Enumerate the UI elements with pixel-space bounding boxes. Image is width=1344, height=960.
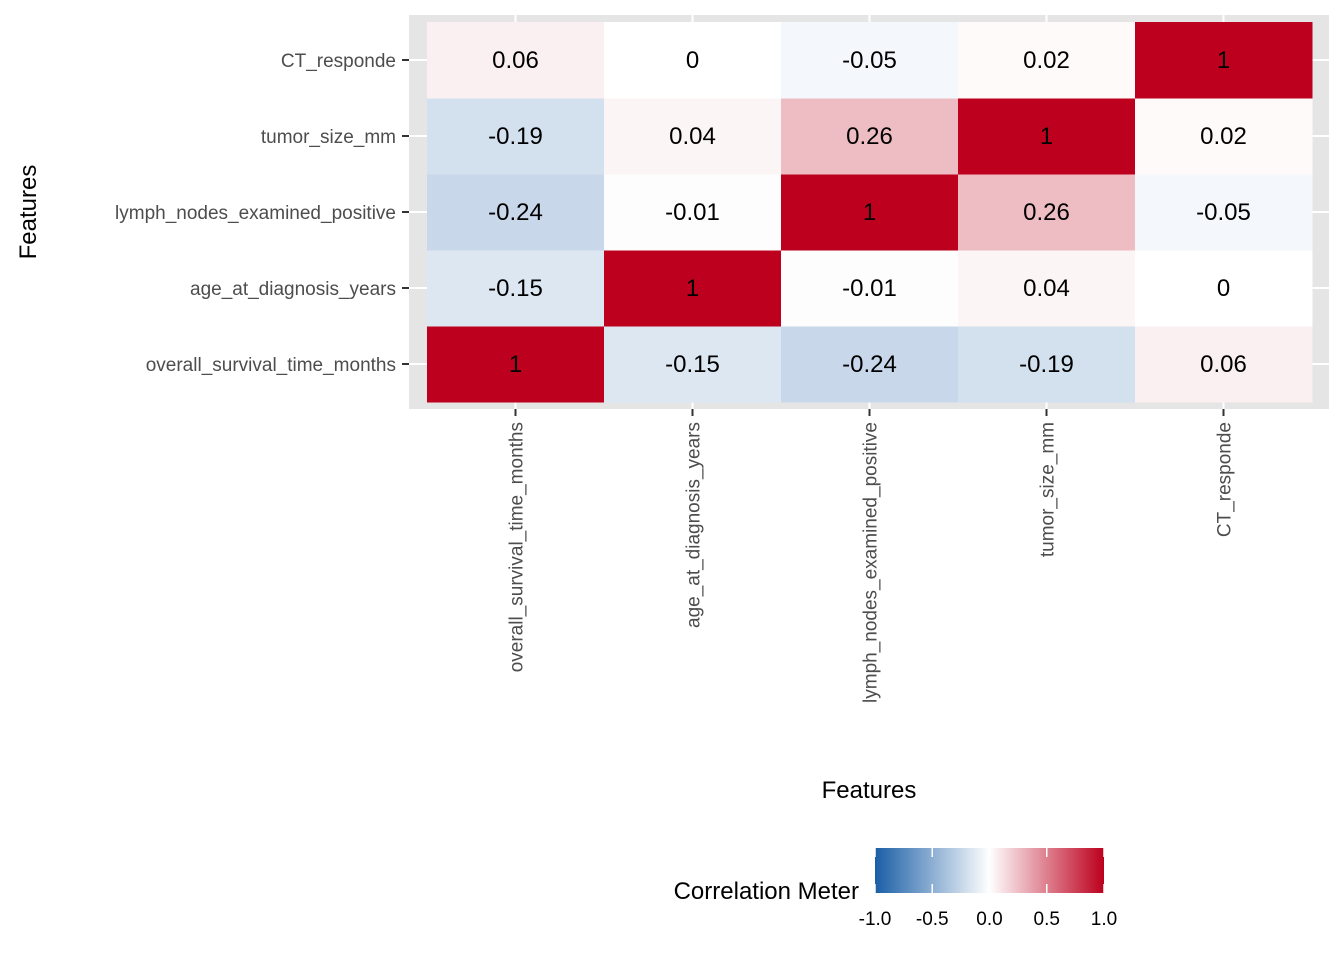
heatmap-cell — [1135, 174, 1313, 251]
cell-value-label: 0.04 — [669, 123, 716, 150]
heatmap-cell — [1135, 326, 1313, 403]
cell-value-label: 0.06 — [1200, 351, 1247, 378]
y-tick-label: CT_responde — [281, 51, 396, 72]
heatmap-cell — [604, 174, 782, 251]
cell-value-label: 0.02 — [1023, 47, 1070, 74]
cell-value-label: 0 — [686, 47, 699, 74]
cell-value-label: -0.05 — [842, 47, 897, 74]
cell-value-label: 0.04 — [1023, 275, 1070, 302]
heatmap-cell — [604, 326, 782, 403]
cell-value-label: 1 — [863, 199, 876, 226]
heatmap-cell — [781, 326, 959, 403]
x-tick-label: lymph_nodes_examined_positive — [861, 422, 882, 703]
heatmap-cell — [427, 174, 605, 251]
y-tick-label: tumor_size_mm — [261, 127, 396, 148]
heatmap-cell — [427, 250, 605, 327]
cell-value-label: -0.19 — [488, 123, 543, 150]
heatmap-cell — [958, 326, 1136, 403]
legend-tick-label: 0.0 — [976, 909, 1002, 930]
heatmap-cell — [781, 22, 959, 99]
x-axis: overall_survival_time_months age_at_diagn… — [507, 409, 1236, 703]
cell-value-label: 1 — [686, 275, 699, 302]
heatmap-cells — [427, 22, 1313, 403]
heatmap-cell — [427, 98, 605, 175]
legend-title: Correlation Meter — [674, 878, 859, 905]
x-tick-label: CT_responde — [1215, 422, 1236, 537]
cell-value-label: -0.15 — [665, 351, 720, 378]
cell-labels: 1 -0.15 -0.24 -0.19 0.06 -0.15 1 -0.01 0.04 0 -0.2… — [488, 47, 1251, 378]
heatmap-cell — [427, 326, 605, 403]
heatmap-cell — [604, 98, 782, 175]
legend: Correlation Meter -1.0 -0.5 0.0 0.5 1.0 — [674, 848, 1117, 930]
y-axis: overall_survival_time_months age_at_diagn… — [115, 51, 409, 376]
y-tick-label: age_at_diagnosis_years — [190, 279, 396, 300]
y-axis-title: Features — [15, 165, 42, 260]
x-axis-title: Features — [822, 777, 917, 804]
heatmap-cell — [958, 250, 1136, 327]
cell-value-label: 1 — [1040, 123, 1053, 150]
heatmap-cell — [781, 250, 959, 327]
x-tick-label: age_at_diagnosis_years — [684, 422, 705, 628]
cell-value-label: 0.02 — [1200, 123, 1247, 150]
heatmap-cell — [958, 22, 1136, 99]
heatmap-cell — [427, 22, 605, 99]
legend-tick-label: -0.5 — [916, 909, 949, 930]
cell-value-label: 1 — [1217, 47, 1230, 74]
cell-value-label: -0.01 — [665, 199, 720, 226]
heatmap-cell — [1135, 98, 1313, 175]
cell-value-label: -0.15 — [488, 275, 543, 302]
cell-value-label: -0.24 — [842, 351, 897, 378]
cell-value-label: 0.06 — [492, 47, 539, 74]
cell-value-label: -0.19 — [1019, 351, 1074, 378]
x-tick-label: tumor_size_mm — [1038, 422, 1059, 557]
heatmap-cell — [604, 22, 782, 99]
x-tick-label: overall_survival_time_months — [507, 422, 528, 672]
heatmap-cell — [1135, 250, 1313, 327]
cell-value-label: 0 — [1217, 275, 1230, 302]
cell-value-label: 0.26 — [846, 123, 893, 150]
heatmap-cell — [958, 98, 1136, 175]
legend-tick-label: -1.0 — [859, 909, 892, 930]
heatmap-cell — [1135, 22, 1313, 99]
heatmap-cell — [958, 174, 1136, 251]
heatmap-cell — [781, 174, 959, 251]
heatmap-cell — [781, 98, 959, 175]
cell-value-label: -0.24 — [488, 199, 543, 226]
cell-value-label: -0.01 — [842, 275, 897, 302]
heatmap-cell — [604, 250, 782, 327]
cell-value-label: -0.05 — [1196, 199, 1251, 226]
legend-tick-label: 1.0 — [1091, 909, 1117, 930]
legend-tick-label: 0.5 — [1034, 909, 1060, 930]
legend-ticks: -1.0 -0.5 0.0 0.5 1.0 — [859, 848, 1117, 930]
y-tick-label: lymph_nodes_examined_positive — [115, 203, 396, 224]
y-tick-label: overall_survival_time_months — [146, 355, 396, 376]
cell-value-label: 1 — [509, 351, 522, 378]
cell-value-label: 0.26 — [1023, 199, 1070, 226]
